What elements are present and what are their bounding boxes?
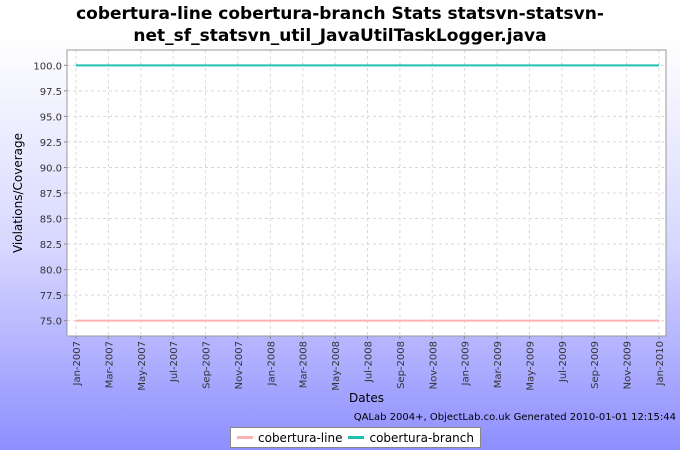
legend-swatch-cobertura-line [237, 436, 253, 439]
legend-label-cobertura-branch: cobertura-branch [369, 430, 474, 445]
legend-item-cobertura-branch: cobertura-branch [348, 431, 474, 445]
legend: cobertura-line cobertura-branch [230, 427, 481, 448]
x-tick-label: Sep-2009 [590, 341, 601, 389]
y-tick-label: 85.0 [40, 215, 62, 226]
x-tick-label: Jul-2007 [169, 341, 180, 383]
x-tick-label: Nov-2009 [623, 341, 634, 389]
y-tick-label: 92.5 [40, 138, 62, 149]
x-tick-label: Mar-2007 [104, 341, 115, 388]
x-tick-label: Jul-2009 [558, 341, 569, 383]
y-axis-label: Violations/Coverage [11, 133, 25, 253]
chart-title-line-1: cobertura-line cobertura-branch Stats st… [76, 4, 604, 24]
x-tick-label: Jan-2008 [266, 341, 277, 386]
x-axis-label: Dates [349, 391, 384, 405]
y-tick-label: 77.5 [40, 291, 62, 302]
x-tick-label: Jan-2009 [461, 341, 472, 386]
x-tick-label: Sep-2007 [202, 341, 213, 389]
x-tick-label: Sep-2008 [396, 341, 407, 389]
y-tick-label: 75.0 [40, 317, 62, 328]
x-tick-label: Mar-2008 [299, 341, 310, 388]
plot-area [67, 50, 666, 336]
x-tick-label: May-2008 [331, 341, 342, 391]
y-tick-label: 95.0 [40, 112, 62, 123]
y-tick-label: 87.5 [40, 189, 62, 200]
x-tick-label: May-2009 [525, 341, 536, 391]
plot-border [66, 49, 667, 337]
chart-title-line-2: net_sf_statsvn_util_JavaUtilTaskLogger.j… [133, 26, 547, 46]
x-tick-label: Nov-2007 [234, 341, 245, 389]
x-tick-label: Jan-2010 [655, 341, 666, 386]
x-tick-label: Jan-2007 [72, 341, 83, 386]
y-tick-label: 82.5 [40, 240, 62, 251]
x-tick-label: Jul-2008 [364, 341, 375, 383]
legend-label-cobertura-line: cobertura-line [258, 430, 343, 445]
x-tick-label: Nov-2008 [428, 341, 439, 389]
legend-item-cobertura-line: cobertura-line [237, 431, 342, 445]
y-tick-label: 80.0 [40, 266, 62, 277]
x-tick-label: Mar-2009 [493, 341, 504, 388]
y-tick-label: 97.5 [40, 87, 62, 98]
generator-footer: QALab 2004+, ObjectLab.co.uk Generated 2… [353, 412, 676, 423]
legend-swatch-cobertura-branch [348, 436, 365, 439]
x-tick-label: May-2007 [137, 341, 148, 391]
y-tick-label: 90.0 [40, 163, 62, 174]
y-tick-label: 100.0 [33, 61, 62, 72]
